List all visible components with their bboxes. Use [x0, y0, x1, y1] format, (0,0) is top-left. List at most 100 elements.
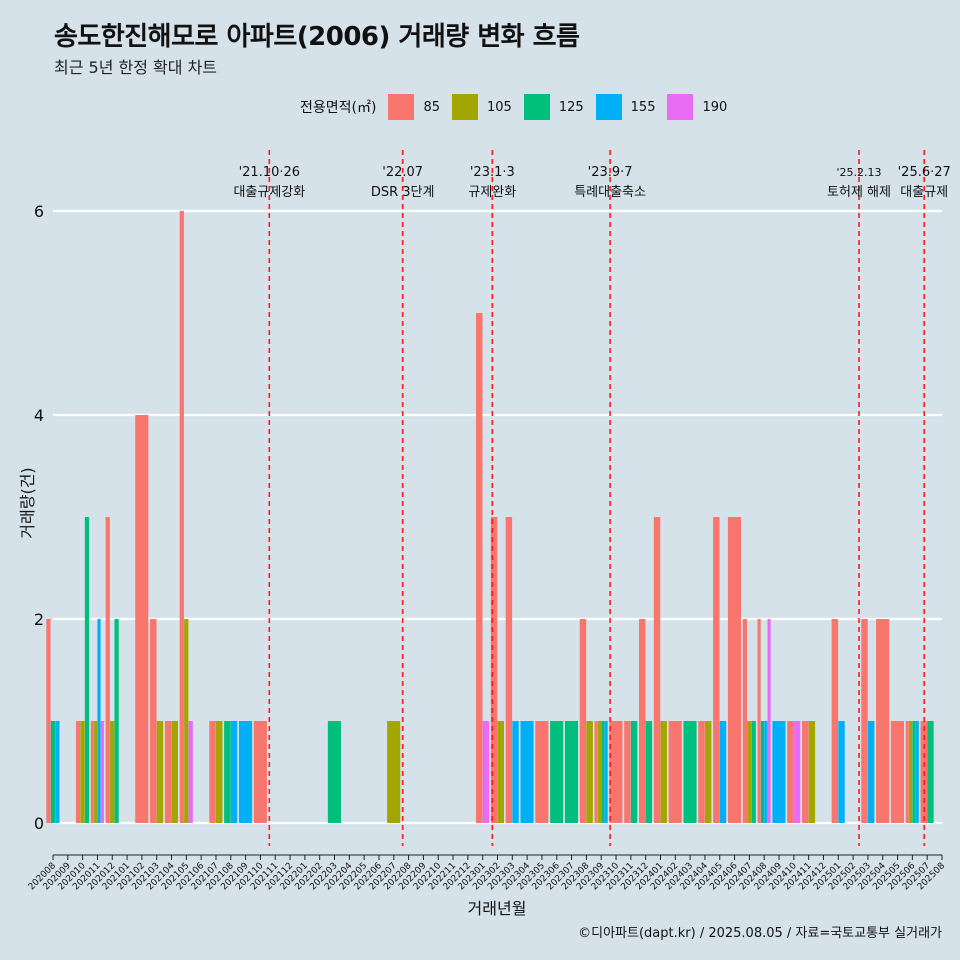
bar-202302-85: [490, 517, 498, 823]
event-label: 대출규제강화: [233, 185, 305, 200]
bar-202011-190: [100, 721, 104, 823]
legend-item-125: 125: [523, 94, 584, 120]
bar-202506-155: [915, 721, 919, 823]
bar-202411-105: [808, 721, 816, 823]
legend-item-85: 85: [388, 94, 440, 120]
bar-202012-105: [110, 721, 115, 823]
legend-label: 155: [630, 99, 656, 115]
bar-202207-105: [387, 721, 401, 823]
bar-202309-125: [601, 721, 605, 823]
bar-202107-105: [215, 721, 223, 823]
bar-202008-85: [46, 619, 51, 823]
legend-item-190: 190: [667, 94, 727, 120]
legend-label: 85: [423, 99, 440, 115]
y-tick-label: 0: [34, 814, 44, 833]
legend-label: 125: [558, 99, 584, 115]
bar-202506-125: [912, 721, 916, 823]
bar-202410-190: [793, 721, 801, 823]
bar-202307-125: [564, 721, 579, 823]
legend-item-155: 155: [595, 94, 656, 120]
bar-202308-105: [586, 721, 593, 823]
bar-202401-85: [653, 517, 661, 823]
bar-202110-85: [253, 721, 267, 823]
y-tick-label: 6: [34, 202, 44, 221]
bar-202304-155: [520, 721, 534, 823]
bar-202105-85: [179, 211, 184, 823]
bar-202308-85: [579, 619, 587, 823]
event-date-label: '25.6·27: [898, 165, 951, 180]
bar-202405-85: [713, 517, 720, 823]
bar-202404-105: [704, 721, 712, 823]
bar-202408-190: [767, 619, 771, 823]
bar-202506-85: [905, 721, 909, 823]
bar-202109-155: [238, 721, 253, 823]
bar-202102-85: [135, 415, 149, 823]
bar-202504-85: [876, 619, 890, 823]
legend-swatch-190: [667, 94, 694, 120]
event-date-label: '23.9·7: [588, 165, 633, 180]
bar-202008-155: [55, 721, 60, 823]
bar-202312-125: [645, 721, 653, 823]
legend-swatch-125: [523, 94, 550, 120]
y-tick-label: 2: [34, 610, 44, 629]
bar-202311-85: [624, 721, 631, 823]
bar-202405-155: [719, 721, 727, 823]
source-credit: ©디아파트(dapt.kr) / 2025.08.05 / 자료=국토교통부 실…: [578, 926, 942, 941]
bar-202108-155: [230, 721, 238, 823]
legend-item-105: 105: [452, 94, 512, 120]
bar-202410-85: [787, 721, 794, 823]
event-date-label: '25.2.13: [837, 166, 882, 179]
bar-202408-85: [757, 619, 761, 823]
legend-swatch-105: [452, 94, 478, 120]
bar-202309-85: [594, 721, 598, 823]
legend-label: 190: [702, 99, 728, 115]
bar-202506-105: [909, 721, 913, 823]
bar-202306-125: [550, 721, 564, 823]
bar-202104-85: [164, 721, 172, 823]
event-label: DSR 3단계: [371, 185, 435, 200]
bar-202010-125: [84, 517, 90, 823]
bar-202305-85: [535, 721, 549, 823]
legend: 전용면적(㎡) 85 105 125 155 190: [300, 93, 739, 121]
bar-202203-125: [327, 721, 341, 823]
bar-202312-85: [638, 619, 646, 823]
event-label: 대출규제: [900, 185, 948, 200]
bar-202407-105: [747, 721, 752, 823]
bar-202008-125: [50, 721, 56, 823]
bar-202303-155: [512, 721, 519, 823]
bar-202409-155: [772, 721, 786, 823]
bar-202310-85: [609, 721, 623, 823]
bar-202012-125: [114, 619, 119, 823]
bar-202503-155: [867, 721, 875, 823]
bar-202309-105: [597, 721, 602, 823]
bar-202408-125: [760, 721, 764, 823]
bar-202411-85: [801, 721, 809, 823]
event-date-label: '21.10·26: [239, 165, 300, 180]
bar-202501-155: [838, 721, 845, 823]
event-label: 규제완화: [468, 185, 516, 200]
bar-202011-105: [94, 721, 98, 823]
legend-title: 전용면적(㎡): [300, 100, 377, 116]
bar-202309-155: [604, 721, 608, 823]
y-axis-title: 거래량(건): [18, 467, 37, 538]
bar-202105-190: [188, 721, 193, 823]
legend-label: 105: [487, 99, 512, 115]
event-date-label: '22.07: [382, 165, 423, 180]
bar-202501-85: [831, 619, 839, 823]
bar-202403-125: [683, 721, 697, 823]
bar-202301-85: [476, 313, 483, 823]
chart-subtitle: 최근 5년 한정 확대 차트: [54, 58, 218, 77]
y-tick-label: 4: [34, 406, 44, 425]
bar-202404-85: [698, 721, 705, 823]
event-label: 특례대출축소: [574, 185, 646, 200]
bar-202011-85: [90, 721, 94, 823]
bar-202505-85: [890, 721, 905, 823]
bar-202010-85: [75, 721, 81, 823]
bar-202103-105: [156, 721, 164, 823]
legend-swatch-85: [388, 94, 415, 120]
event-date-label: '23.1·3: [470, 165, 515, 180]
bar-202407-85: [742, 619, 747, 823]
event-label: 토허제 해제: [827, 185, 891, 200]
bar-202104-105: [171, 721, 179, 823]
